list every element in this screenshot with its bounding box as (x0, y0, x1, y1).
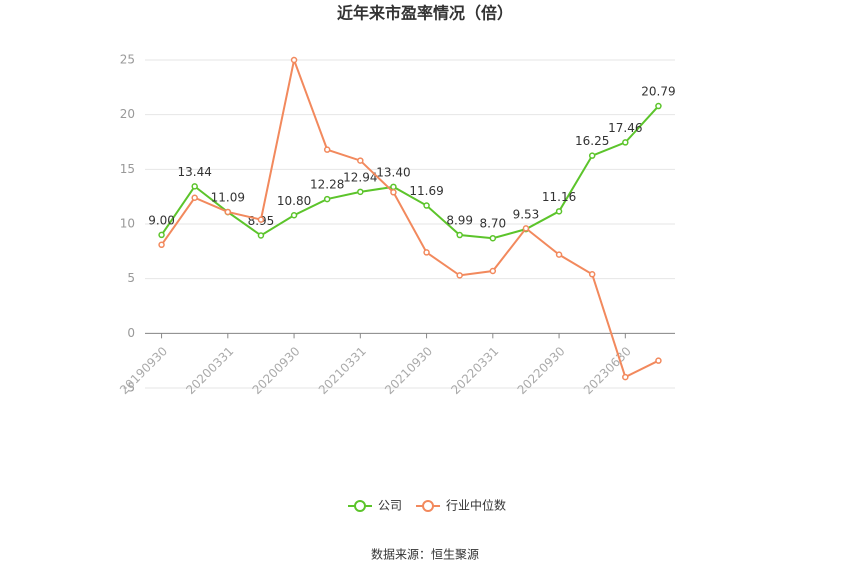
point (290, 56, 298, 64)
source: 数据来源：恒生聚源 (371, 547, 479, 562)
y-tick-label: -5 (123, 381, 135, 395)
x-tick-label: 20210331 (316, 344, 369, 397)
point (323, 146, 331, 153)
point (290, 212, 298, 219)
point (357, 188, 364, 196)
legend-label: 行业中位数 (446, 498, 506, 513)
data-label: 13.44 (178, 165, 212, 179)
x-tick-label: 20200930 (250, 344, 303, 397)
x-tick-label: 20200331 (183, 344, 236, 397)
y-tick-label: 25 (120, 53, 135, 67)
x-tick-label: 20220331 (448, 344, 501, 397)
point (423, 249, 430, 256)
point (489, 267, 497, 275)
point (555, 208, 563, 215)
point (522, 225, 530, 232)
point (588, 271, 596, 278)
point (390, 189, 397, 196)
point (224, 208, 232, 216)
x-tick-label: 20230630 (581, 344, 634, 397)
data-label: 11.69 (409, 184, 443, 198)
y-tick-label: 5 (127, 271, 135, 285)
point (655, 102, 662, 110)
point (191, 194, 198, 202)
data-label: 9.00 (148, 213, 175, 227)
data-label: 12.94 (343, 170, 377, 184)
legend-marker (422, 500, 435, 512)
point (257, 216, 265, 223)
point (622, 139, 629, 146)
data-label: 8.99 (446, 214, 473, 228)
data-label: 9.53 (513, 208, 540, 222)
point (423, 202, 430, 209)
x-tick-label: 20210930 (382, 344, 435, 397)
point (588, 152, 596, 159)
y-tick-label: 15 (120, 162, 135, 176)
legend-marker (354, 500, 366, 512)
y-tick-label: 10 (120, 217, 135, 231)
point (489, 234, 497, 242)
point (655, 357, 662, 364)
data-label: 10.80 (277, 194, 311, 208)
data-label: 11.09 (211, 191, 245, 205)
data-label: 11.16 (542, 190, 576, 204)
x-tick-label: 20220930 (515, 344, 568, 397)
point (191, 183, 198, 190)
point (158, 241, 165, 249)
data-label: 16.25 (575, 134, 609, 148)
y-tick-label: 0 (127, 326, 135, 340)
point (622, 373, 629, 381)
point (456, 231, 463, 239)
point (456, 272, 463, 279)
data-label: 20.79 (641, 85, 675, 99)
point (257, 232, 265, 239)
line (160, 56, 659, 379)
point (555, 251, 563, 258)
y-tick-label: 20 (120, 107, 135, 121)
data-label: 8.70 (479, 217, 506, 231)
chart-title: 近年来市盈率情况（倍） (337, 4, 513, 23)
legend-label: 公司 (378, 499, 402, 513)
data-label: 13.40 (376, 165, 410, 179)
point (357, 157, 364, 164)
point (323, 195, 331, 203)
point (158, 231, 165, 239)
x-tick-label: 20190930 (117, 344, 170, 397)
line (160, 105, 660, 240)
data-label: 17.46 (608, 121, 642, 135)
data-label: 12.28 (310, 178, 344, 192)
point (390, 183, 397, 191)
